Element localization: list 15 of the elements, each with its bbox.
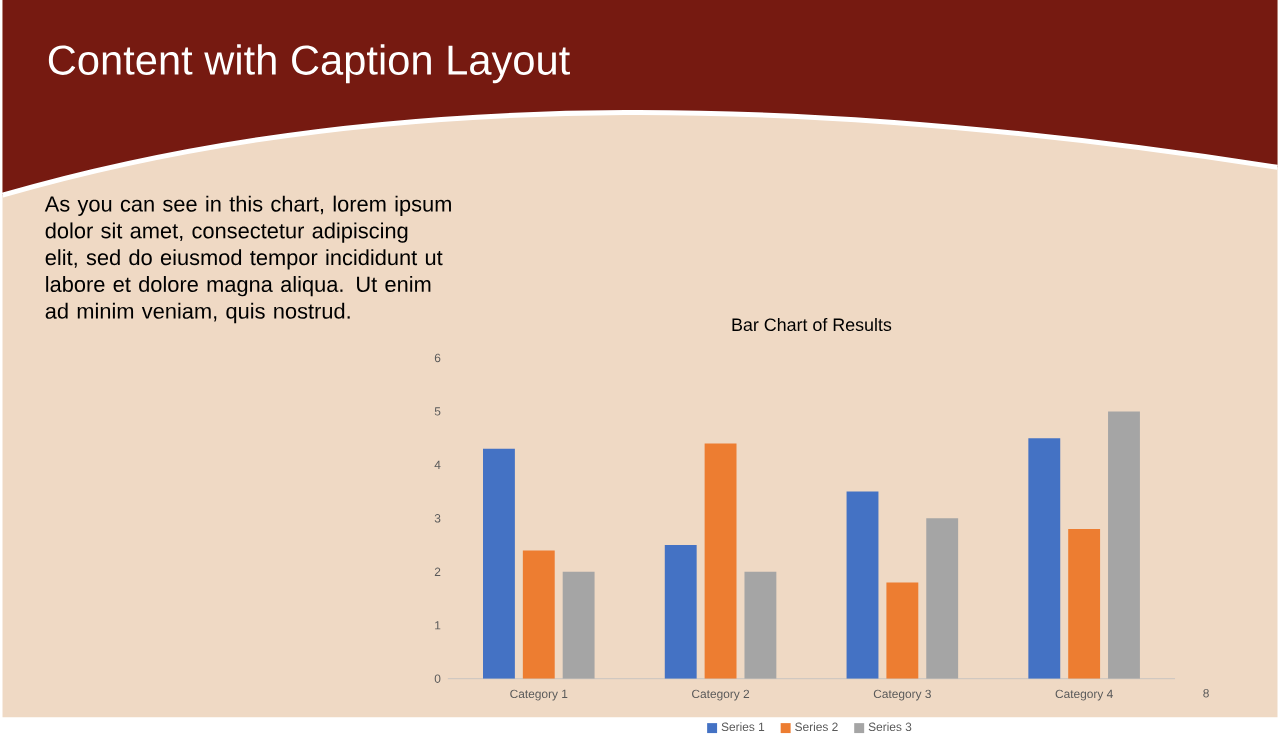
bar	[846, 491, 879, 679]
bar	[886, 582, 919, 679]
chart-title: Bar Chart of Results	[732, 318, 892, 332]
bar	[483, 448, 515, 679]
bar	[1028, 438, 1061, 679]
text: Content with Caption Layout	[48, 44, 570, 84]
bar	[744, 571, 777, 679]
bar	[926, 518, 959, 679]
bar	[664, 545, 697, 679]
text: As you can see in this chart, lorem ipsum dolor sit amet, consectetur adipiscing elit, sed do eiusmod tempor incididunt ut labore et dolore magna aliqua. Ut enim ad minim veniam, quis nostrud.	[44, 195, 451, 324]
bar	[1068, 529, 1101, 679]
bar	[1108, 411, 1140, 679]
bar	[522, 550, 555, 679]
bar	[704, 443, 737, 679]
bar	[562, 571, 595, 679]
